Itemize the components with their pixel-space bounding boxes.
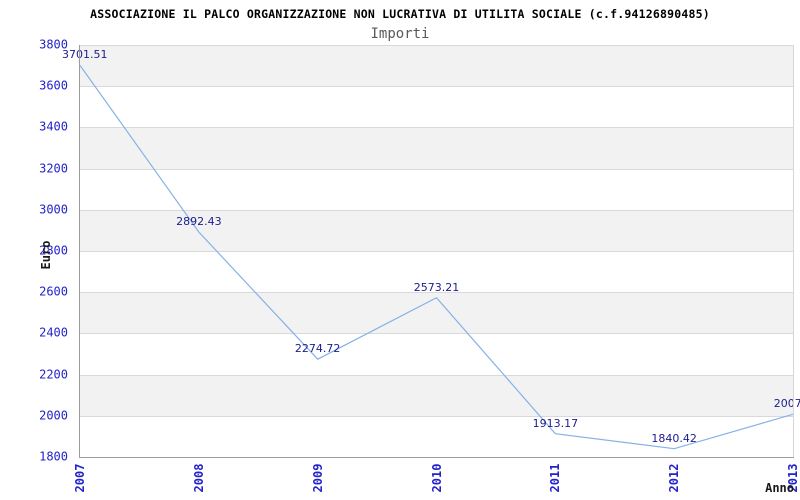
background-band [80,374,793,416]
gridline [80,210,793,211]
data-point-label: 2892.43 [176,214,222,228]
y-tick-label: 2000 [39,408,68,423]
background-band [80,209,793,251]
gridline [80,292,793,293]
gridline [80,169,793,170]
y-tick-label: 3000 [39,202,68,217]
y-tick-label: 2600 [39,284,68,299]
data-point-label: 1840.42 [651,431,697,445]
background-band [80,415,793,457]
gridline [80,251,793,252]
chart-title: ASSOCIAZIONE IL PALCO ORGANIZZAZIONE NON… [90,7,710,21]
gridline [80,333,793,334]
background-band [80,292,793,334]
x-tick-label: 2008 [191,463,206,493]
series-line-svg [80,64,793,450]
background-band [80,333,793,375]
gridline [80,416,793,417]
axis-line [79,457,794,458]
y-tick-label: 3400 [39,119,68,134]
gridline [80,86,793,87]
background-band [80,45,793,87]
background-band [80,251,793,293]
background-band [80,86,793,128]
x-tick-label: 2011 [548,463,563,493]
axis-line [79,45,80,458]
plot-area [80,45,793,457]
gridline [80,45,793,46]
y-tick-label: 3800 [39,37,68,52]
y-tick-label: 2400 [39,325,68,340]
data-point-label: 2573.21 [413,280,460,294]
y-tick-label: 1800 [39,449,68,464]
series-line [80,64,793,450]
axis-line [793,45,794,457]
x-tick-label: 2007 [73,463,87,493]
data-point-label: 3701.51 [62,48,108,62]
y-tick-label: 2800 [39,243,68,258]
y-tick-label: 3200 [39,160,68,175]
x-tick-label: 2009 [310,463,325,493]
background-band [80,168,793,210]
x-tick-label: 2010 [429,463,444,493]
gridline [80,127,793,128]
y-tick-label: 2200 [39,366,68,381]
gridline [80,375,793,376]
background-band [80,127,793,169]
data-point-label: 2274.72 [294,342,341,356]
x-tick-label: 2012 [667,463,682,493]
chart-subtitle: Importi [370,26,430,42]
y-axis-title: Euro [39,240,53,270]
y-tick-label: 3600 [39,78,68,93]
x-axis-title: Anno [765,481,794,495]
data-point-label: 2007.2 [773,397,800,411]
data-point-label: 1913.17 [532,416,579,430]
